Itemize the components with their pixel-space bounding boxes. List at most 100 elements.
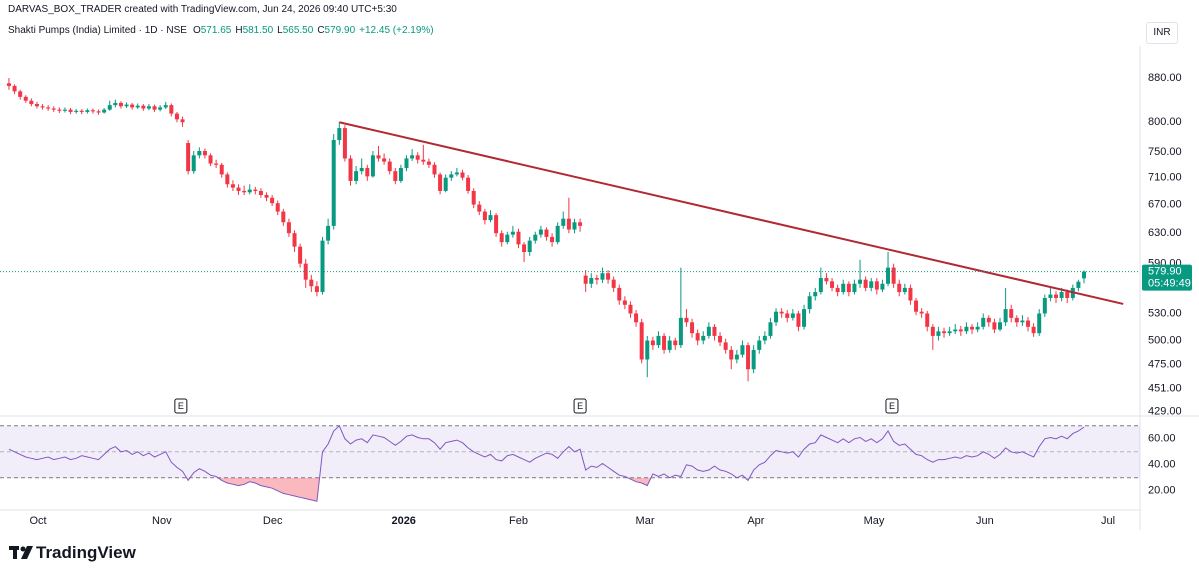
candle-body [914, 300, 919, 312]
candle-body [779, 311, 784, 314]
candle-body [813, 292, 818, 297]
candle-body [673, 340, 678, 346]
y-tick-label: 429.00 [1148, 406, 1182, 418]
candle-body [740, 345, 745, 355]
x-tick-label: Jun [976, 515, 994, 527]
candle-body [1020, 320, 1025, 323]
logo-shape [20, 546, 26, 552]
candle-body [594, 278, 599, 280]
candle-body [796, 313, 801, 327]
credit: DARVAS_BOX_TRADER created with TradingVi… [8, 4, 397, 15]
candle-body [516, 231, 521, 245]
candle-body [746, 345, 751, 370]
candle-body [376, 155, 381, 159]
candle-body [163, 105, 168, 108]
event-marker[interactable] [174, 398, 188, 414]
candle-body [690, 322, 695, 334]
candle-body [197, 150, 202, 156]
candle-body [443, 177, 448, 191]
candle-body [527, 240, 532, 252]
candle-body [830, 281, 835, 288]
candle-body [23, 96, 28, 101]
candle-body [270, 197, 275, 204]
candle-body [1048, 294, 1053, 298]
y-tick-label: 880.00 [1148, 72, 1182, 84]
candle-body [191, 155, 196, 172]
x-tick-label: Oct [30, 515, 47, 527]
event-label: E [178, 401, 184, 411]
candle-body [258, 190, 263, 195]
y-tick-label: 475.00 [1148, 358, 1182, 370]
candle-body [393, 171, 398, 181]
candle-body [897, 283, 902, 293]
candle-body [309, 279, 314, 287]
countdown: 05:49:49 [1148, 278, 1191, 290]
candle-body [1026, 320, 1031, 327]
candle-body [874, 281, 879, 290]
candle-body [583, 275, 588, 284]
ohlc-value: 581.50 [242, 25, 274, 36]
candle-body [667, 340, 672, 350]
candle-body [370, 155, 375, 177]
candle-body [964, 326, 969, 332]
candle-body [706, 326, 711, 336]
candle-body [482, 211, 487, 221]
candle-body [124, 104, 129, 107]
candle-body [550, 236, 555, 243]
candle-body [942, 331, 947, 334]
candle-body [303, 263, 308, 280]
ohlc-key: L [277, 25, 283, 36]
candle-body [342, 128, 347, 159]
candle-body [936, 331, 941, 336]
y-tick-label: 710.00 [1148, 172, 1182, 184]
candle-body [331, 139, 336, 226]
candle-body [202, 150, 207, 156]
event-label: E [577, 401, 583, 411]
candle-body [718, 335, 723, 343]
candle-body [908, 287, 913, 301]
candle-body [354, 171, 359, 181]
candle-body [348, 158, 353, 181]
candle-body [841, 283, 846, 293]
candle-body [107, 105, 112, 110]
candle-body [146, 106, 151, 109]
x-tick-label: Mar [636, 515, 655, 527]
candle-body [298, 246, 303, 264]
candle-body [622, 300, 627, 305]
rsi-tick-label: 60.00 [1148, 433, 1176, 445]
candle-body [57, 109, 62, 111]
rsi-tick-label: 20.00 [1148, 485, 1176, 497]
candle-body [958, 329, 963, 332]
candle-body [1031, 326, 1036, 334]
candle-body [359, 167, 364, 172]
candle-body [236, 187, 241, 191]
change: +12.45 (+2.19%) [359, 25, 434, 36]
candle-body [337, 128, 342, 140]
candle-body [729, 349, 734, 360]
candle-body [572, 222, 577, 230]
event-marker[interactable] [885, 398, 899, 414]
candle-body [656, 335, 661, 346]
candle-body [807, 296, 812, 310]
ohlc-key: O [192, 25, 201, 36]
candle-body [992, 322, 997, 330]
ohlc-value: 571.65 [200, 25, 232, 36]
currency[interactable]: INR [1146, 22, 1178, 44]
ohlc-key: H [235, 25, 243, 36]
candle-body [1054, 294, 1059, 298]
candle-body [886, 267, 891, 284]
candle-body [639, 322, 644, 360]
candle-body [902, 287, 907, 293]
candle-body [774, 311, 779, 323]
candle-body [135, 105, 140, 108]
event-marker[interactable] [573, 398, 587, 414]
candle-body [219, 164, 224, 175]
candle-body [835, 287, 840, 293]
candle-body [712, 326, 717, 336]
candle-body [421, 159, 426, 162]
x-tick-label: Apr [747, 515, 764, 527]
candle-body [12, 85, 17, 92]
candle-body [130, 104, 135, 108]
symbol-legend: Shakti Pumps (India) Limited · 1D · NSE O… [8, 25, 438, 36]
candle-body [1076, 281, 1081, 288]
